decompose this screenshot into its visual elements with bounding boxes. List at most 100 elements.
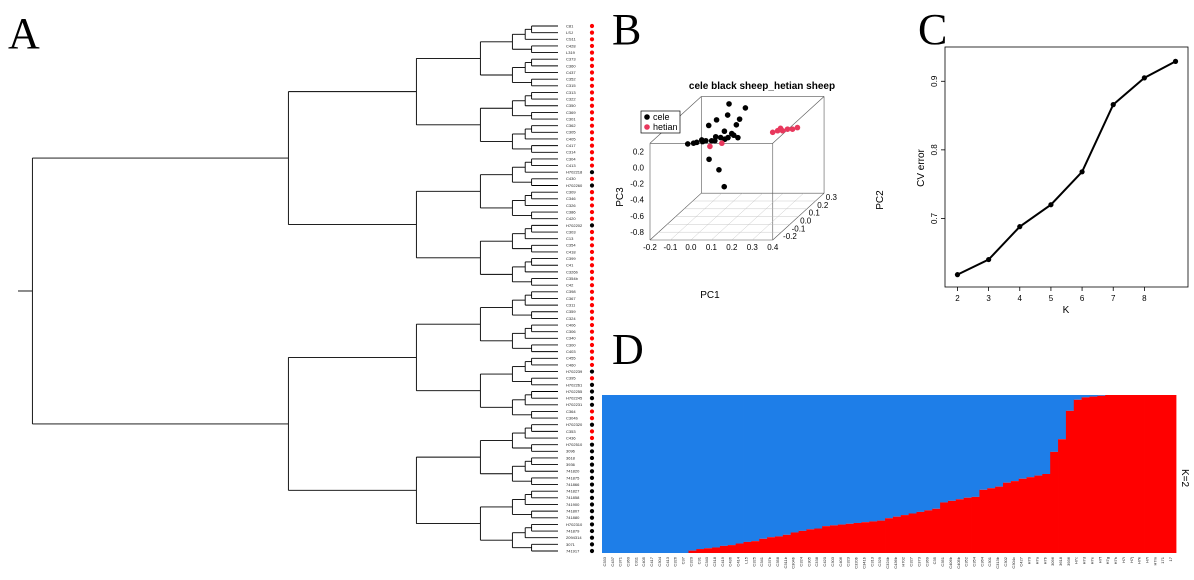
tree-tip-label: C304b bbox=[566, 415, 579, 420]
admix-bar-blue bbox=[1081, 395, 1090, 398]
tree-tip-dot bbox=[589, 495, 595, 500]
admix-sample-label: H7l bbox=[1144, 557, 1149, 563]
cv-x-tick: 5 bbox=[1049, 294, 1054, 303]
admix-sample-label: H7g bbox=[1105, 557, 1110, 564]
admix-sample-label: C338 bbox=[814, 556, 819, 566]
tree-tip-dot bbox=[589, 276, 595, 281]
admix-bar-red bbox=[932, 508, 941, 553]
tree-tip-dot bbox=[589, 402, 595, 407]
pca-point-hetian bbox=[719, 140, 725, 147]
tree-tip-dot bbox=[589, 70, 595, 75]
admix-bar-red bbox=[853, 522, 862, 553]
admix-bar-red bbox=[1018, 478, 1028, 553]
pca-point-cele bbox=[733, 122, 740, 128]
tree-tip-dot bbox=[589, 322, 595, 328]
cv-x-tick: 4 bbox=[1018, 294, 1023, 303]
tree-tip-dot bbox=[589, 83, 595, 88]
tree-tip-label: C359 bbox=[566, 309, 576, 314]
admix-bar-blue bbox=[1058, 395, 1067, 440]
admix-bar-red bbox=[1042, 474, 1051, 553]
pca-y-tick: 0.2 bbox=[817, 201, 829, 210]
tree-tip-dot bbox=[589, 415, 595, 421]
admix-bar-red bbox=[900, 515, 910, 553]
admix-bar-blue bbox=[1003, 395, 1012, 483]
admix-bar-red bbox=[1003, 482, 1012, 553]
admix-sample-label: C358 bbox=[775, 556, 780, 566]
tree-tip-dot bbox=[589, 43, 595, 49]
admix-bar-red bbox=[955, 499, 965, 553]
admix-bar-blue bbox=[806, 395, 815, 530]
admix-bar-blue bbox=[1026, 395, 1035, 478]
admix-sample-label: C305 bbox=[806, 556, 811, 566]
tree-tip-label: H702202 bbox=[566, 223, 583, 228]
tree-tip-dot bbox=[589, 90, 595, 95]
tree-tip-label: C395 bbox=[566, 376, 576, 381]
cv-y-tick: 0.8 bbox=[930, 144, 939, 156]
pca-point-cele bbox=[735, 134, 741, 141]
pca-x-tick: 0.3 bbox=[747, 243, 759, 252]
admix-bar-blue bbox=[759, 395, 768, 539]
tree-tip-label: C406 bbox=[566, 322, 576, 327]
admix-bar-blue bbox=[853, 395, 862, 523]
admix-sample-label: C340 bbox=[704, 556, 709, 566]
admix-bar-red bbox=[735, 543, 744, 553]
tree-tip-dot bbox=[589, 283, 595, 288]
pca-x-tick: -0.1 bbox=[664, 243, 678, 252]
admix-sample-label: C405 bbox=[641, 556, 646, 566]
pca-ylabel: PC2 bbox=[875, 190, 886, 210]
pca-point-cele bbox=[721, 128, 728, 135]
admix-sample-label: C37b bbox=[767, 556, 772, 566]
tree-tip-dot bbox=[589, 342, 595, 348]
tree-tip-label: H702310 bbox=[566, 522, 583, 527]
tree-tip-label: 3618 bbox=[566, 455, 576, 460]
admix-bar-blue bbox=[861, 395, 870, 523]
admix-bar-red bbox=[1073, 399, 1083, 553]
tree-tip-label: C428 bbox=[566, 43, 576, 48]
admix-bar-blue bbox=[696, 395, 705, 550]
admix-sample-label: C333 bbox=[602, 556, 607, 566]
tree-tip-label: 3096 bbox=[566, 449, 576, 454]
cv-x-tick: 3 bbox=[986, 294, 991, 303]
admix-sample-label: C37 bbox=[681, 556, 686, 564]
tree-tip-label: 741858 bbox=[566, 495, 580, 500]
pca-point-cele bbox=[684, 141, 691, 147]
pca-point-cele bbox=[706, 156, 712, 163]
tree-tip-dot bbox=[589, 535, 595, 540]
cv-series-line bbox=[957, 60, 1177, 276]
legend-hetian-marker bbox=[644, 124, 650, 130]
admix-sample-label: C324 bbox=[799, 556, 804, 566]
admix-sample-label: C351 bbox=[940, 556, 945, 566]
pca-x-tick: -0.2 bbox=[643, 243, 657, 252]
admix-bar-blue bbox=[995, 395, 1004, 487]
admix-bar-red bbox=[830, 525, 839, 553]
admix-bar-red bbox=[790, 532, 799, 553]
admix-bar-red bbox=[1128, 395, 1138, 553]
tree-tip-label: C352 bbox=[566, 77, 576, 82]
admix-bar-blue bbox=[688, 395, 697, 551]
admix-bar-blue bbox=[602, 395, 611, 553]
tree-tip-dot bbox=[589, 502, 595, 507]
tree-tip-label: 741900 bbox=[566, 502, 580, 507]
admix-sample-label: C303 bbox=[830, 556, 835, 566]
tree-tip-label: H702218 bbox=[566, 170, 583, 175]
admix-sample-label: C369 bbox=[924, 556, 929, 566]
admix-sample-label: C406 bbox=[838, 556, 843, 566]
admix-sample-label: C420 bbox=[822, 556, 827, 566]
legend-cele-marker bbox=[644, 114, 650, 120]
admix-sample-label: C31 bbox=[696, 556, 701, 564]
pca-point-cele bbox=[725, 134, 731, 141]
tree-tip-dot bbox=[589, 23, 595, 29]
admix-sample-label: C427 bbox=[1019, 556, 1024, 566]
admix-bar-blue bbox=[1010, 395, 1020, 482]
admix-bar-red bbox=[995, 486, 1004, 553]
admix-bar-blue bbox=[657, 395, 666, 553]
admix-bar-blue bbox=[830, 395, 839, 526]
tree-tip-label: C399 bbox=[566, 256, 576, 261]
pca-z-tick: -0.4 bbox=[630, 196, 644, 205]
tree-tip-label: C309 bbox=[566, 190, 576, 195]
admix-bar-red bbox=[751, 541, 760, 553]
tree-tip-label: H702255 bbox=[566, 389, 583, 394]
admix-sample-label: H7b bbox=[1042, 556, 1047, 564]
legend-hetian-label: hetian bbox=[653, 122, 678, 132]
admix-bar-red bbox=[869, 521, 878, 553]
